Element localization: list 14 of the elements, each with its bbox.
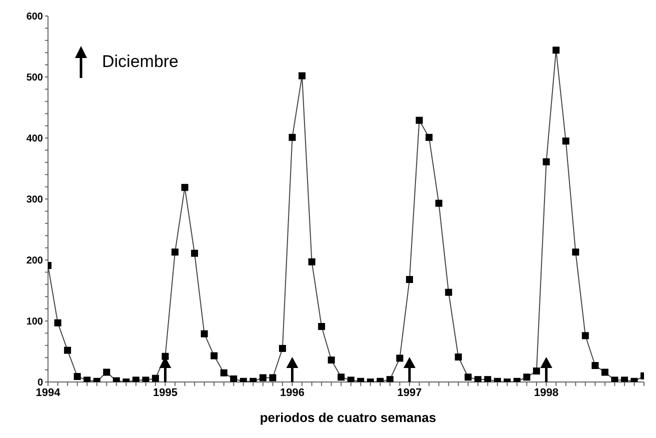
y-tick-label: 200 [26,256,44,267]
y-tick-label: 400 [26,134,44,145]
annotation: Diciembre [102,52,179,72]
y-tick-label: 600 [26,12,44,23]
x-tick-label: 1997 [397,386,422,399]
x-axis-title: periodos de cuatro semanas [258,410,438,425]
y-tick-label: 0 [37,378,44,389]
y-tick-label: 500 [26,72,44,84]
x-tick-label: 1994 [36,386,62,399]
x-tick-label: 1996 [280,386,305,399]
y-tick-label: 100 [26,316,44,328]
y-tick-label: 300 [26,194,44,206]
x-tick-label: 1995 [153,386,178,399]
x-tick-label: 1998 [534,386,559,399]
